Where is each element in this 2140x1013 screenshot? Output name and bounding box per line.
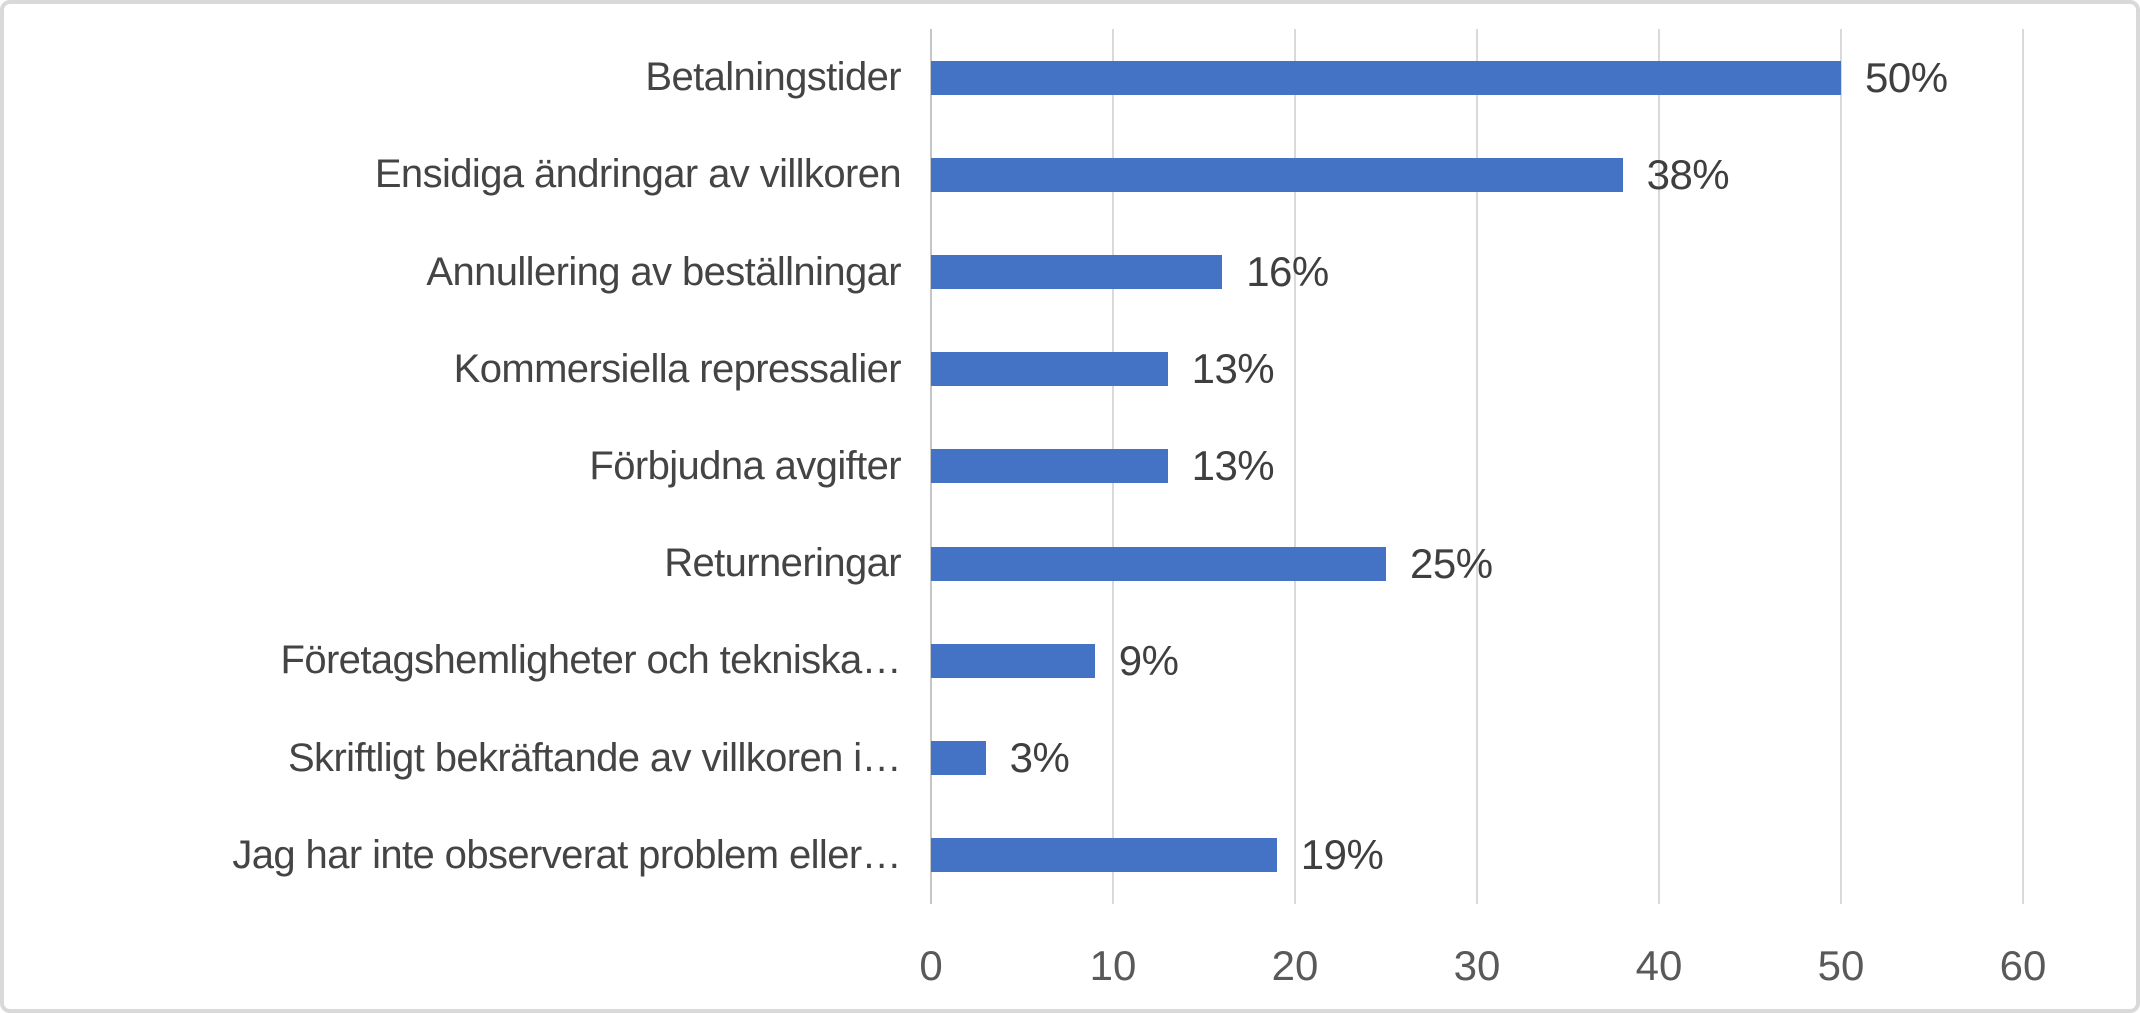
bar bbox=[931, 449, 1168, 484]
bar-value-label: 3% bbox=[1009, 734, 1070, 782]
bar bbox=[931, 643, 1095, 678]
gridline bbox=[1840, 29, 1842, 904]
bar-row: 19% bbox=[931, 807, 2023, 904]
category-label: Ensidiga ändringar av villkoren bbox=[374, 152, 902, 197]
bar-row: 25% bbox=[931, 515, 2023, 612]
category-label: Företagshemligheter och tekniska… bbox=[280, 638, 901, 683]
bar-value-label: 16% bbox=[1246, 248, 1329, 296]
x-tick-label: 10 bbox=[1089, 942, 1137, 989]
category-axis-labels: Betalningstider Ensidiga ändringar av vil… bbox=[12, 29, 915, 904]
bar-value-label: 38% bbox=[1646, 150, 1730, 198]
bar bbox=[931, 741, 986, 776]
bar-value-label: 13% bbox=[1191, 345, 1275, 393]
bar-row: 50% bbox=[931, 29, 2023, 126]
bar-value-label: 50% bbox=[1865, 53, 1948, 101]
bar bbox=[931, 60, 1841, 95]
x-tick-label: 0 bbox=[919, 942, 943, 989]
x-tick-label: 60 bbox=[1999, 942, 2047, 989]
category-label: Jag har inte observerat problem eller… bbox=[232, 832, 901, 877]
bar bbox=[931, 838, 1277, 873]
bar-row: 13% bbox=[931, 418, 2023, 515]
bar bbox=[931, 157, 1623, 192]
x-tick-label: 20 bbox=[1271, 942, 1319, 989]
gridline bbox=[1658, 29, 1660, 904]
gridline bbox=[1476, 29, 1478, 904]
bar bbox=[931, 255, 1223, 290]
category-label: Skriftligt bekräftande av villkoren i… bbox=[287, 735, 902, 780]
bar-row: 16% bbox=[931, 223, 2023, 320]
bar bbox=[931, 352, 1168, 387]
bar-value-label: 25% bbox=[1410, 539, 1493, 587]
x-tick-label: 50 bbox=[1817, 942, 1865, 989]
x-axis: 0 10 20 30 40 50 60 bbox=[919, 942, 2046, 1002]
category-label: Förbjudna avgifter bbox=[589, 443, 901, 488]
category-label: Returneringar bbox=[664, 541, 901, 586]
bar-value-label: 13% bbox=[1191, 442, 1275, 490]
bar-rows-container: 50% 38% 16% 13% 13% 25% 9% 3% 19% bbox=[931, 29, 2023, 904]
category-label: Kommersiella repressalier bbox=[453, 346, 902, 391]
bar bbox=[931, 546, 1386, 581]
bar-row: 3% bbox=[931, 710, 2023, 807]
x-tick-label: 40 bbox=[1635, 942, 1683, 989]
bar-row: 9% bbox=[931, 612, 2023, 709]
gridline bbox=[1294, 29, 1296, 904]
gridline bbox=[2022, 29, 2024, 904]
plot-area: 50% 38% 16% 13% 13% 25% 9% 3% 19% bbox=[930, 29, 2024, 904]
bar-row: 38% bbox=[931, 126, 2023, 223]
category-label: Annullering av beställningar bbox=[426, 249, 901, 294]
bar-row: 13% bbox=[931, 321, 2023, 418]
bar-value-label: 19% bbox=[1300, 831, 1384, 879]
x-tick-label: 30 bbox=[1453, 942, 1501, 989]
category-label: Betalningstider bbox=[645, 55, 901, 100]
bar-value-label: 9% bbox=[1118, 636, 1179, 684]
